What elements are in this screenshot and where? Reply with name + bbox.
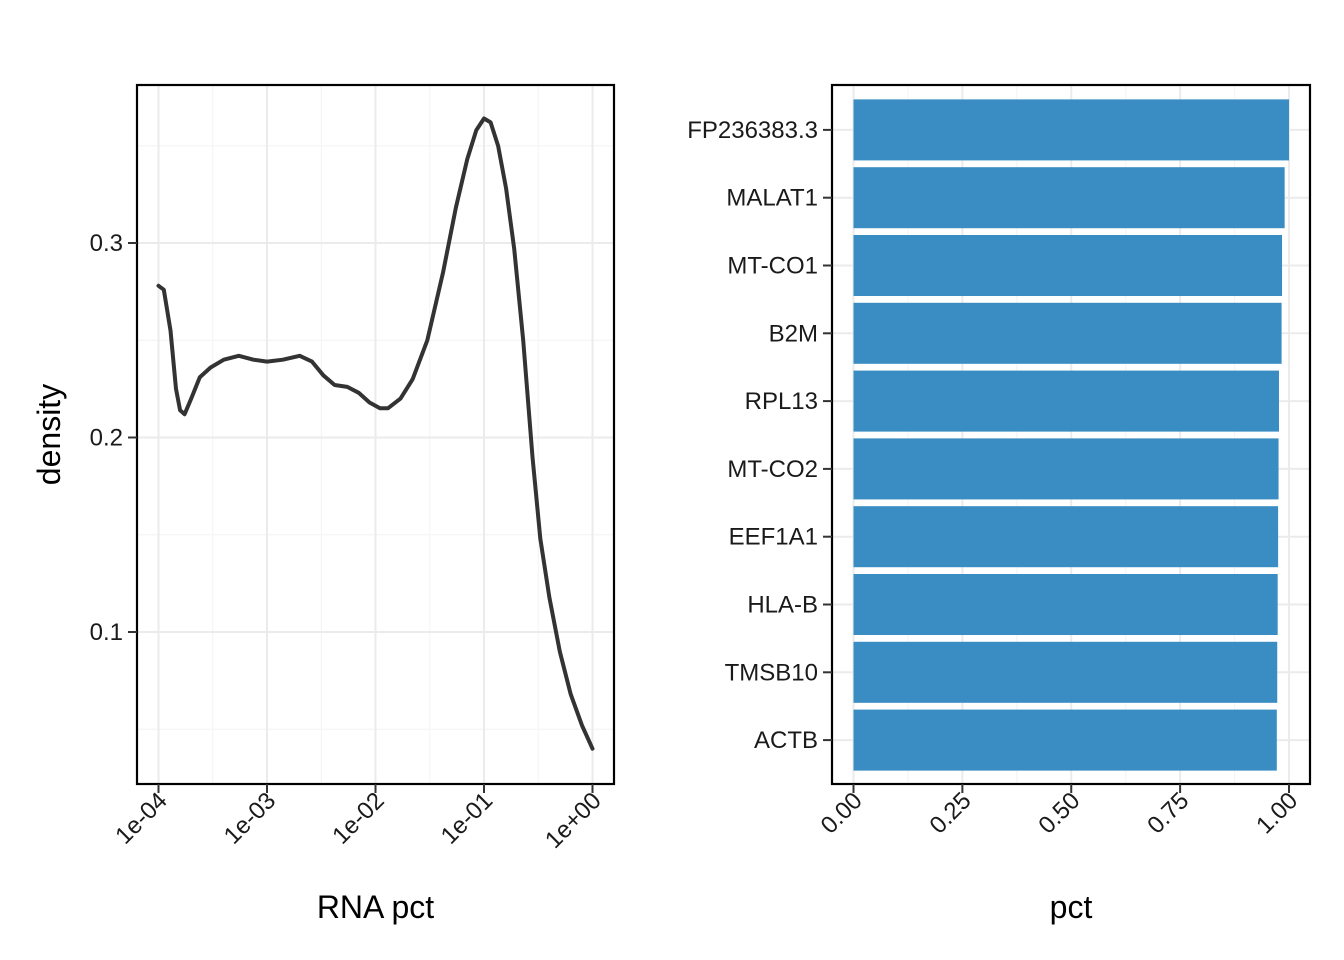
bar-category-label: HLA-B xyxy=(747,592,818,619)
density-x-tick-label: 1e-02 xyxy=(327,787,390,850)
bar-category-label: MALAT1 xyxy=(726,185,818,212)
pct-bar xyxy=(853,370,1279,432)
bar-x-tick-label: 0.75 xyxy=(1142,787,1194,839)
bar-x-tick-label: 0.00 xyxy=(816,787,868,839)
pct-bar-chart-panel: 0.00 0.25 0.50 0.75 1.00 FP236383.3 MALAT1 MT-C… xyxy=(687,83,1312,925)
bar-chart-bars xyxy=(853,99,1289,771)
density-y-tick-label: 0.1 xyxy=(90,619,123,646)
pct-bar xyxy=(853,709,1277,771)
density-y-axis-title: density xyxy=(31,384,67,485)
bar-category-label: TMSB10 xyxy=(725,659,818,686)
density-curve xyxy=(156,116,595,751)
pct-bar xyxy=(853,99,1289,161)
bar-x-tick-label: 0.50 xyxy=(1033,787,1085,839)
pct-bar xyxy=(853,234,1283,297)
pct-bar xyxy=(853,167,1285,229)
bar-category-label: MT-CO1 xyxy=(727,253,818,280)
density-plot-panel: 1e-04 1e-03 1e-02 1e-01 1e+00 0.1 0.2 0.3 RNA p… xyxy=(31,83,616,925)
density-x-tick-label: 1e-04 xyxy=(110,787,173,850)
bar-x-tick-label: 1.00 xyxy=(1251,787,1303,839)
density-plot-grid xyxy=(137,85,614,784)
bar-category-label: B2M xyxy=(769,320,818,347)
density-x-tick-label: 1e+00 xyxy=(540,787,607,854)
bar-category-label: ACTB xyxy=(754,727,818,754)
bar-x-axis-title: pct xyxy=(1050,889,1093,925)
density-x-tick-label: 1e-01 xyxy=(436,787,499,850)
bar-category-label: MT-CO2 xyxy=(727,456,818,483)
pct-bar xyxy=(853,641,1278,703)
bar-category-label: FP236383.3 xyxy=(687,117,818,144)
density-x-tick-label: 1e-03 xyxy=(219,787,282,850)
density-y-tick-label: 0.3 xyxy=(90,230,123,257)
bar-category-label: EEF1A1 xyxy=(729,524,818,551)
pct-bar xyxy=(853,506,1279,568)
bar-chart-ticks: 0.00 0.25 0.50 0.75 1.00 FP236383.3 MALAT1 MT-C… xyxy=(687,117,1303,839)
density-y-tick-label: 0.2 xyxy=(90,425,123,452)
pct-bar xyxy=(853,302,1282,364)
pct-bar xyxy=(853,573,1278,636)
pct-bar xyxy=(853,438,1279,500)
density-x-axis-title: RNA pct xyxy=(317,889,434,925)
bar-category-label: RPL13 xyxy=(745,388,818,415)
bar-x-tick-label: 0.25 xyxy=(924,787,976,839)
